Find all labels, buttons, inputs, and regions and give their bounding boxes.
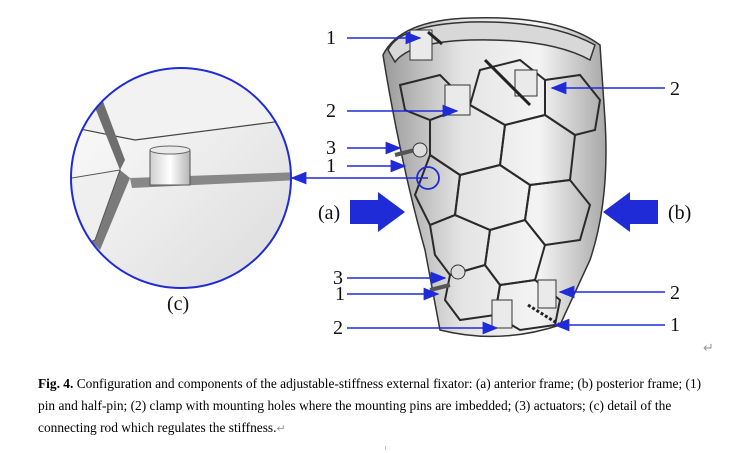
return-mark: ↵ bbox=[276, 423, 286, 435]
posterior-arrow bbox=[603, 192, 658, 232]
caption-text: Configuration and components of the adju… bbox=[38, 376, 702, 435]
callout-label-3-mid: 3 bbox=[326, 137, 336, 159]
cursor-tick bbox=[385, 446, 390, 450]
figure-caption: Fig. 4. Configuration and components of … bbox=[38, 373, 718, 440]
posterior-frame-label: (b) bbox=[668, 202, 691, 224]
callout-label-1-bottom-right: 1 bbox=[670, 314, 680, 336]
paragraph-mark: ↵ bbox=[703, 341, 714, 356]
detail-label: (c) bbox=[167, 293, 189, 315]
callout-label-1-top: 1 bbox=[326, 27, 336, 49]
detail-magnifier bbox=[70, 67, 292, 289]
anterior-arrow bbox=[350, 192, 405, 232]
fixator-body bbox=[382, 16, 607, 338]
callout-label-2-right: 2 bbox=[670, 78, 680, 100]
figure-number: Fig. 4. bbox=[38, 376, 74, 391]
callout-label-1-low: 1 bbox=[335, 283, 345, 305]
fixator-figure: 1 2 3 1 2 3 1 2 2 1 (a) (b) (c) bbox=[70, 16, 691, 339]
anterior-frame-label: (a) bbox=[318, 202, 340, 224]
callout-label-2-bottom: 2 bbox=[333, 317, 343, 339]
callout-label-2-low-right: 2 bbox=[670, 282, 680, 304]
callout-lines bbox=[290, 31, 665, 335]
callout-label-1-mid: 1 bbox=[326, 155, 336, 177]
callout-label-3-low: 3 bbox=[333, 267, 343, 289]
callout-label-2-top: 2 bbox=[326, 100, 336, 122]
